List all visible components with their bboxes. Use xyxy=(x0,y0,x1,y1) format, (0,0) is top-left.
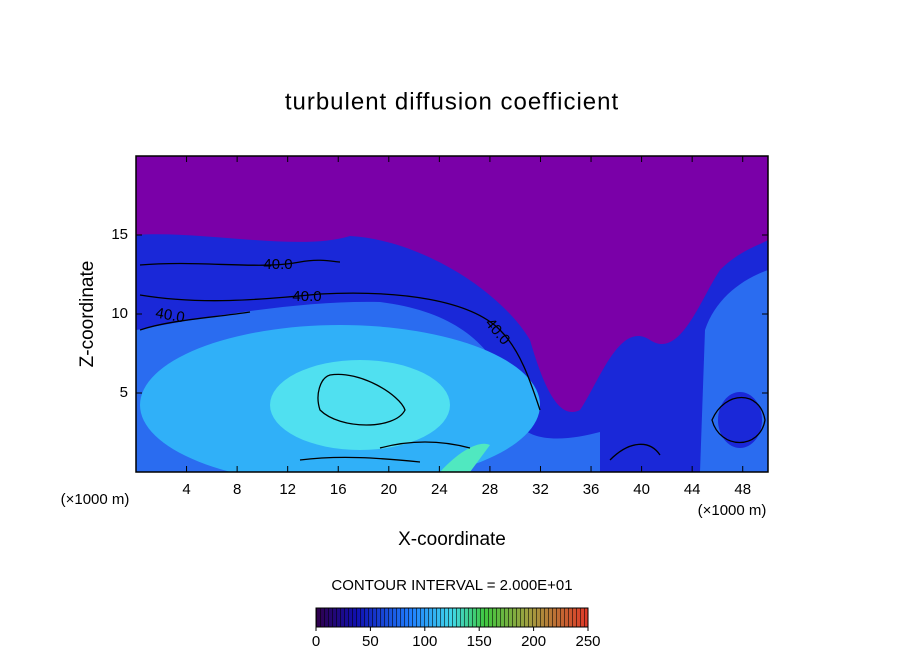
y-unit-label: (×1000 m) xyxy=(61,491,130,508)
colorbar-stripes xyxy=(316,608,588,627)
colorbar-tick-label: 100 xyxy=(412,633,437,650)
colorbar-tick-label: 150 xyxy=(467,633,492,650)
y-tick-label: 10 xyxy=(111,305,128,322)
contour-label: 40.0 xyxy=(292,288,321,305)
colorbar-tick-label: 250 xyxy=(575,633,600,650)
x-tick-label: 4 xyxy=(182,481,190,498)
x-tick-label: 48 xyxy=(734,481,751,498)
field-region xyxy=(440,443,490,472)
contour-field xyxy=(136,156,768,472)
y-tick-label: 5 xyxy=(120,384,128,401)
contour-lines xyxy=(139,259,766,463)
x-tick-label: 20 xyxy=(380,481,397,498)
x-tick-label: 24 xyxy=(431,481,448,498)
x-unit-label: (×1000 m) xyxy=(698,502,767,519)
x-axis-label: X-coordinate xyxy=(398,529,506,550)
x-tick-label: 28 xyxy=(482,481,499,498)
x-tick-label: 16 xyxy=(330,481,347,498)
colorbar-frame xyxy=(315,607,589,628)
x-tick-label: 8 xyxy=(233,481,241,498)
colorbar-tick-label: 200 xyxy=(521,633,546,650)
x-tick-label: 12 xyxy=(279,481,296,498)
x-tick-label: 40 xyxy=(633,481,650,498)
contour-interval: CONTOUR INTERVAL = 2.000E+01 xyxy=(331,577,572,594)
field-region xyxy=(718,392,762,448)
contour-label: 40.0 xyxy=(154,305,186,327)
contour-label: 40.0 xyxy=(263,256,292,273)
x-tick-label: 32 xyxy=(532,481,549,498)
y-tick-label: 15 xyxy=(111,226,128,243)
colorbar-tick-label: 50 xyxy=(362,633,379,650)
x-tick-label: 44 xyxy=(684,481,701,498)
chart-title: turbulent diffusion coefficient xyxy=(285,88,619,115)
colorbar-tick-label: 0 xyxy=(312,633,320,650)
y-axis-label: Z-coordinate xyxy=(77,261,98,368)
x-tick-label: 36 xyxy=(583,481,600,498)
field-region xyxy=(270,360,450,450)
